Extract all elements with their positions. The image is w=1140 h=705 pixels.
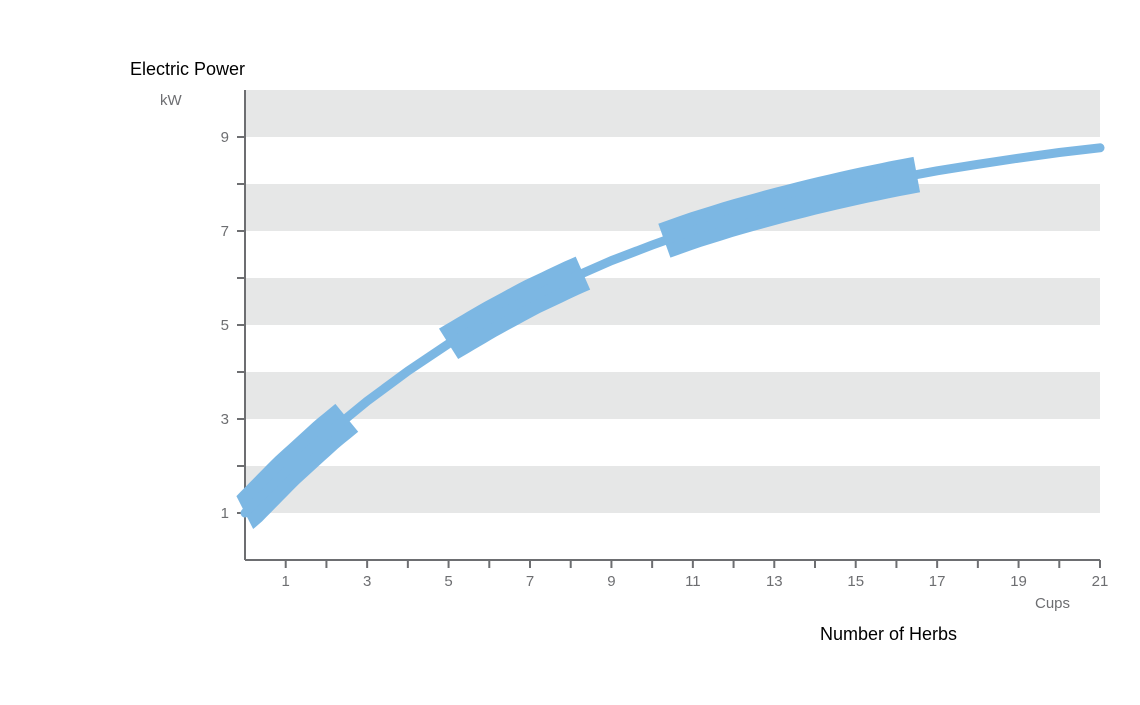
- x-tick-label: 13: [766, 573, 783, 590]
- x-axis-title: Number of Herbs: [820, 624, 957, 644]
- x-tick-label: 15: [847, 573, 864, 590]
- y-axis-ticks: 1 3 5 7 9: [221, 129, 245, 522]
- y-tick-label: 5: [221, 317, 229, 334]
- x-axis-unit: Cups: [1035, 595, 1070, 612]
- x-tick-label: 9: [607, 573, 615, 590]
- chart-container: 13579 13579111315171921 kW Cups Electric…: [0, 0, 1140, 705]
- y-axis-unit: kW: [160, 92, 183, 109]
- grid-bands: [245, 90, 1100, 513]
- x-tick-label: 19: [1010, 573, 1027, 590]
- grid-band: [245, 90, 1100, 137]
- y-axis-title: Electric Power: [130, 59, 245, 79]
- chart-svg: 13579 13579111315171921 kW Cups Electric…: [0, 0, 1140, 705]
- y-tick-label: 3: [221, 411, 229, 428]
- x-tick-label: 3: [363, 573, 371, 590]
- y-tick-label: 1: [221, 505, 229, 522]
- x-tick-label: 21: [1092, 573, 1109, 590]
- x-tick-label: 5: [444, 573, 452, 590]
- x-tick-label: 1: [282, 573, 290, 590]
- y-tick-label: 9: [221, 129, 229, 146]
- grid-band: [245, 466, 1100, 513]
- grid-band: [245, 278, 1100, 325]
- x-tick-label: 11: [685, 573, 701, 590]
- x-axis-ticks: 13579111315171921: [282, 560, 1109, 590]
- y-tick-label: 7: [221, 223, 229, 240]
- x-tick-label: 17: [929, 573, 946, 590]
- x-tick-label: 7: [526, 573, 534, 590]
